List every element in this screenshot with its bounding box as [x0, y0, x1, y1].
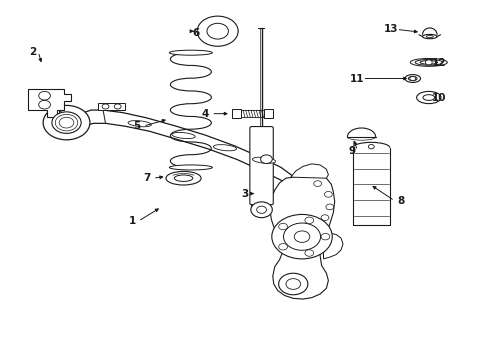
Text: 7: 7	[143, 173, 150, 183]
Ellipse shape	[169, 165, 212, 170]
Ellipse shape	[426, 36, 432, 38]
Circle shape	[304, 250, 313, 256]
Circle shape	[256, 206, 266, 213]
Circle shape	[278, 244, 287, 250]
Ellipse shape	[407, 76, 416, 81]
Ellipse shape	[128, 121, 151, 127]
Ellipse shape	[213, 145, 236, 151]
Ellipse shape	[409, 58, 447, 66]
Ellipse shape	[172, 132, 195, 139]
Circle shape	[425, 60, 431, 65]
Ellipse shape	[419, 60, 437, 64]
Ellipse shape	[422, 95, 434, 100]
Ellipse shape	[416, 91, 440, 104]
Ellipse shape	[174, 175, 192, 181]
Circle shape	[278, 223, 287, 230]
Circle shape	[260, 155, 272, 163]
Circle shape	[197, 16, 238, 46]
Text: 4: 4	[202, 109, 209, 119]
Text: 10: 10	[431, 93, 446, 103]
Text: 8: 8	[396, 196, 404, 206]
Text: 5: 5	[133, 121, 141, 131]
Text: 2: 2	[29, 46, 36, 57]
Text: 13: 13	[383, 24, 397, 35]
Circle shape	[285, 279, 300, 289]
Text: 1: 1	[128, 216, 136, 226]
Ellipse shape	[404, 75, 420, 82]
Ellipse shape	[422, 35, 436, 39]
Polygon shape	[290, 164, 328, 178]
Polygon shape	[98, 103, 125, 110]
Circle shape	[250, 202, 272, 218]
Circle shape	[43, 105, 90, 140]
Ellipse shape	[252, 157, 275, 163]
Ellipse shape	[169, 50, 212, 55]
Polygon shape	[59, 110, 70, 117]
Polygon shape	[232, 109, 241, 118]
Circle shape	[278, 273, 307, 295]
Polygon shape	[264, 109, 272, 118]
Ellipse shape	[414, 59, 442, 65]
Circle shape	[114, 104, 121, 109]
FancyBboxPatch shape	[249, 127, 273, 205]
Circle shape	[367, 144, 373, 149]
Circle shape	[271, 215, 331, 259]
Text: 12: 12	[431, 58, 446, 68]
Circle shape	[321, 233, 329, 240]
Text: 3: 3	[241, 189, 247, 199]
Polygon shape	[323, 233, 342, 259]
Text: 9: 9	[347, 145, 355, 156]
Ellipse shape	[165, 171, 201, 185]
Circle shape	[283, 223, 320, 250]
Text: 11: 11	[349, 73, 363, 84]
Circle shape	[304, 217, 313, 224]
Circle shape	[52, 112, 81, 134]
Circle shape	[102, 104, 109, 109]
Polygon shape	[269, 171, 334, 299]
Polygon shape	[27, 89, 71, 117]
Text: 6: 6	[192, 28, 199, 38]
Circle shape	[206, 23, 228, 39]
Circle shape	[409, 76, 415, 81]
Circle shape	[294, 231, 309, 242]
